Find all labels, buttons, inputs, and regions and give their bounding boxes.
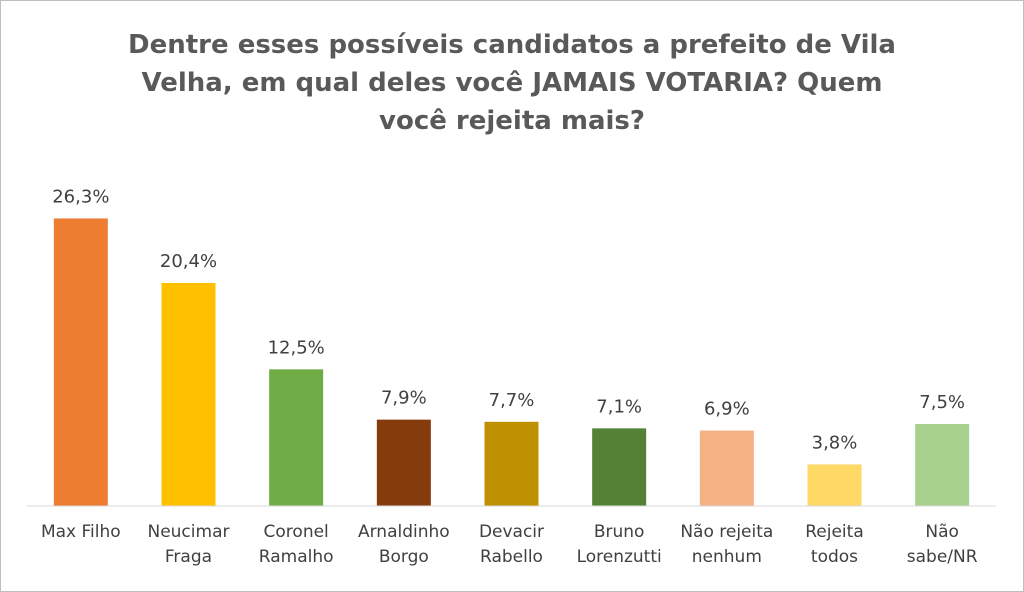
x-tick-label: Não sabe/NR [906,522,978,567]
value-label: 3,8% [812,432,858,453]
value-label: 7,9% [381,388,427,409]
x-tick-label: Não rejeita nenhum [680,522,774,567]
value-label: 26,3% [52,186,109,207]
x-tick-label: Max Filho [40,522,121,542]
x-tick-label: Coronel Ramalho [258,522,334,567]
bar [592,428,647,506]
value-label: 7,5% [919,392,965,413]
bar [376,419,431,506]
bar [699,430,754,506]
value-label: 20,4% [160,251,217,272]
bar [161,282,216,506]
value-label: 6,9% [704,399,750,420]
value-label: 12,5% [268,337,325,358]
chart-title: Dentre esses possíveis candidatos a pref… [128,30,896,136]
value-label: 7,7% [489,390,535,411]
bar [53,218,108,506]
bar [915,424,970,506]
x-tick-label: Arnaldinho Borgo [357,522,450,567]
value-label: 7,1% [596,396,642,417]
x-tick-label: Neucimar Fraga [147,522,230,567]
bar [269,369,324,506]
x-tick-label: Bruno Lorenzutti [576,522,662,567]
bar [484,421,539,506]
x-tick-label: Devacir Rabello [478,522,545,567]
x-tick-label: Rejeita todos [805,522,864,567]
bar [807,464,862,506]
